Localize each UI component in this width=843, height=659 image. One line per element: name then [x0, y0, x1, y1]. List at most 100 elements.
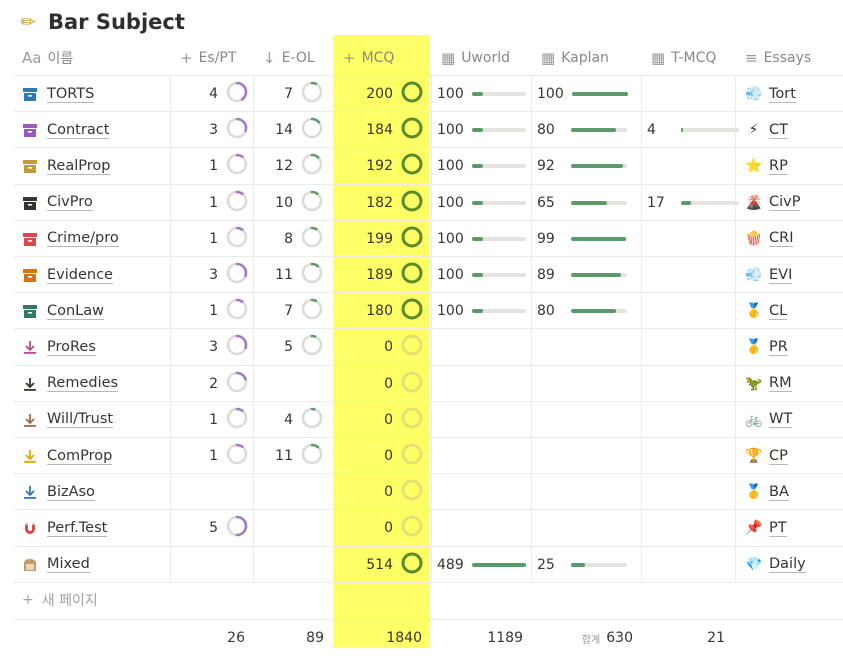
essay-link[interactable]: EVI: [769, 266, 793, 284]
subject-name-cell[interactable]: Crime/pro: [22, 221, 162, 257]
column-header-essays[interactable]: ≡ Essays: [745, 40, 811, 75]
espt-value: 1: [209, 194, 218, 211]
table-row[interactable]: Crime/pro 1 8 199 100 99 🍿 CRI: [0, 221, 843, 257]
table-row[interactable]: Remedies 2 0 🦖 RM: [0, 366, 843, 402]
essay-link[interactable]: PR: [769, 338, 788, 356]
subject-name[interactable]: Remedies: [47, 375, 119, 393]
essay-link[interactable]: WT: [769, 411, 793, 429]
essay-link-cell[interactable]: 💨 EVI: [745, 257, 835, 293]
table-row[interactable]: Mixed 514 489 25 💎 Daily: [0, 547, 843, 583]
essay-link[interactable]: RP: [769, 157, 788, 175]
subject-name-cell[interactable]: Contract: [22, 112, 162, 148]
kaplan-progress-bar: [571, 164, 627, 169]
essay-link[interactable]: RM: [769, 375, 792, 393]
subject-name-cell[interactable]: Perf.Test: [22, 510, 162, 546]
essay-link-cell[interactable]: 🥇 CL: [745, 293, 835, 329]
table-row[interactable]: ConLaw 1 7 180 100 80 🥇 CL: [0, 293, 843, 329]
essay-link[interactable]: CP: [769, 447, 788, 465]
mcq-cell: 514: [345, 547, 423, 583]
subject-name[interactable]: RealProp: [47, 157, 111, 175]
subject-name[interactable]: BizAso: [47, 483, 95, 501]
table-row[interactable]: ProRes 3 5 0 🥇 PR: [0, 329, 843, 365]
subject-name-cell[interactable]: Remedies: [22, 366, 162, 402]
column-header-mcq[interactable]: + MCQ: [343, 40, 394, 75]
column-header-tmcq[interactable]: ▦ T-MCQ: [651, 40, 716, 75]
essay-link-cell[interactable]: 💨 Tort: [745, 76, 835, 112]
column-header-kaplan[interactable]: ▦ Kaplan: [541, 40, 609, 75]
table-row[interactable]: Will/Trust 1 4 0 🚲 WT: [0, 402, 843, 438]
uworld-progress-bar: [471, 92, 526, 96]
espt-progress-ring: [226, 190, 248, 216]
espt-value: 1: [209, 230, 218, 247]
column-header-espt[interactable]: + Es/PT: [180, 40, 236, 75]
subject-name[interactable]: Evidence: [47, 266, 113, 284]
essay-page-icon: 🏆: [745, 448, 763, 464]
essay-link[interactable]: PT: [769, 519, 787, 537]
column-header-eol[interactable]: ↓ E-OL: [263, 40, 315, 75]
espt-value: 3: [209, 122, 218, 139]
essay-link-cell[interactable]: 🥇 BA: [745, 474, 835, 510]
kaplan-value: 89: [537, 267, 555, 283]
essay-link-cell[interactable]: 🚲 WT: [745, 402, 835, 438]
subject-name[interactable]: Perf.Test: [47, 519, 108, 537]
mcq-cell: 0: [345, 329, 423, 365]
table-row[interactable]: RealProp 1 12 192 100 92 ⭐ RP: [0, 148, 843, 184]
kaplan-progress-fill: [571, 92, 628, 96]
subject-name[interactable]: ComProp: [47, 447, 113, 465]
subject-name[interactable]: CivPro: [47, 194, 93, 212]
subject-name-cell[interactable]: Mixed: [22, 547, 162, 583]
subject-name-cell[interactable]: Evidence: [22, 257, 162, 293]
table-row[interactable]: BizAso 0 🥇 BA: [0, 474, 843, 510]
essay-link[interactable]: CT: [769, 121, 788, 139]
table-row[interactable]: CivPro 1 10 182 100 65 17 🌋 CivP: [0, 185, 843, 221]
essay-link-cell[interactable]: 🌋 CivP: [745, 185, 835, 221]
essay-link-cell[interactable]: ⭐ RP: [745, 148, 835, 184]
espt-cell: 3: [198, 257, 248, 293]
essay-link[interactable]: CRI: [769, 230, 794, 248]
subject-name-cell[interactable]: Will/Trust: [22, 402, 162, 438]
kaplan-cell: 92: [537, 148, 633, 184]
subject-name[interactable]: ProRes: [47, 338, 96, 356]
essay-link[interactable]: CivP: [769, 194, 801, 212]
subject-name-cell[interactable]: ProRes: [22, 329, 162, 365]
subject-name-cell[interactable]: ComProp: [22, 438, 162, 474]
subject-name[interactable]: Will/Trust: [47, 411, 114, 429]
subject-name-cell[interactable]: ConLaw: [22, 293, 162, 329]
table-row[interactable]: Contract 3 14 184 100 80 4 ⚡ CT: [0, 112, 843, 148]
subject-name-cell[interactable]: CivPro: [22, 185, 162, 221]
essay-link-cell[interactable]: 📌 PT: [745, 510, 835, 546]
espt-progress-ring: [226, 262, 248, 288]
subject-name[interactable]: ConLaw: [47, 302, 105, 320]
subject-name[interactable]: Crime/pro: [47, 230, 119, 248]
subject-name[interactable]: TORTS: [47, 85, 95, 103]
essay-link-cell[interactable]: 🥇 PR: [745, 329, 835, 365]
mcq-value: 0: [384, 375, 393, 392]
essay-link[interactable]: CL: [769, 302, 788, 320]
new-page-button[interactable]: + 새 페이지: [22, 590, 98, 610]
essay-link-cell[interactable]: 🦖 RM: [745, 366, 835, 402]
table-row[interactable]: Perf.Test 5 0 📌 PT: [0, 510, 843, 546]
essay-link[interactable]: BA: [769, 483, 789, 501]
table-row[interactable]: TORTS 4 7 200 100 100 💨 Tort: [0, 76, 843, 112]
essay-link-cell[interactable]: ⚡ CT: [745, 112, 835, 148]
mcq-progress-ring: [401, 479, 423, 505]
essay-link-cell[interactable]: 🏆 CP: [745, 438, 835, 474]
essay-link[interactable]: Daily: [769, 556, 806, 574]
subject-name[interactable]: Contract: [47, 121, 110, 139]
essay-link[interactable]: Tort: [769, 85, 796, 103]
table-row[interactable]: Evidence 3 11 189 100 89 💨 EVI: [0, 257, 843, 293]
kaplan-progress-bar: [571, 273, 627, 277]
column-header-uworld[interactable]: ▦ Uworld: [441, 40, 510, 75]
essay-link-cell[interactable]: 🍿 CRI: [745, 221, 835, 257]
column-header-name[interactable]: Aa 이름: [22, 40, 73, 75]
eol-value: 12: [275, 158, 293, 175]
essay-link-cell[interactable]: 💎 Daily: [745, 547, 835, 583]
subject-name-cell[interactable]: BizAso: [22, 474, 162, 510]
subject-name-cell[interactable]: TORTS: [22, 76, 162, 112]
kaplan-progress-bar: [571, 200, 627, 205]
table-row[interactable]: ComProp 1 11 0 🏆 CP: [0, 438, 843, 474]
essay-page-icon: 🚲: [745, 411, 763, 428]
uworld-progress-fill: [471, 236, 483, 241]
subject-name-cell[interactable]: RealProp: [22, 148, 162, 184]
subject-name[interactable]: Mixed: [47, 556, 90, 574]
